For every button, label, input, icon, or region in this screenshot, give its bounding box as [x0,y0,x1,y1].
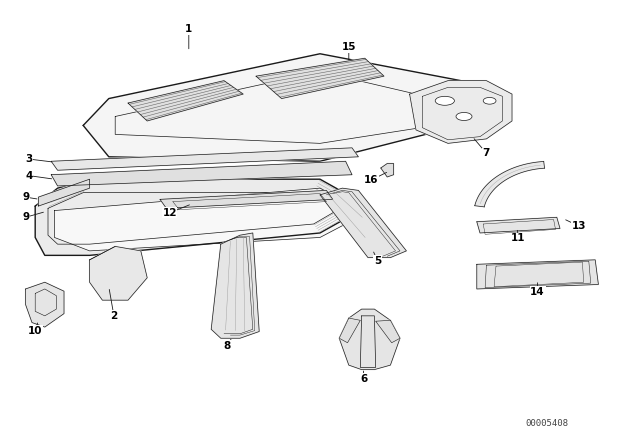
Text: 10: 10 [28,326,42,336]
Polygon shape [410,81,512,143]
Polygon shape [51,161,352,186]
Text: 15: 15 [342,42,356,52]
Text: 12: 12 [163,208,177,218]
Polygon shape [90,246,147,300]
Polygon shape [160,190,333,208]
Text: 16: 16 [364,175,378,185]
Polygon shape [381,164,394,177]
Polygon shape [54,188,346,251]
Text: 9: 9 [22,192,29,202]
Polygon shape [477,217,560,233]
Polygon shape [339,309,400,370]
Text: 4: 4 [25,171,33,181]
Ellipse shape [483,97,496,104]
Ellipse shape [456,112,472,121]
Text: 8: 8 [223,341,231,351]
Text: 14: 14 [531,287,545,297]
Polygon shape [339,318,360,343]
Polygon shape [211,233,259,338]
Text: 9: 9 [22,212,29,222]
Polygon shape [320,188,406,258]
Polygon shape [51,148,358,170]
Polygon shape [475,161,545,207]
Polygon shape [83,54,461,161]
Text: 7: 7 [483,148,490,158]
Polygon shape [477,260,598,289]
Polygon shape [128,81,243,121]
Text: 2: 2 [110,311,118,321]
Text: 1: 1 [185,24,193,34]
Text: 6: 6 [360,374,367,383]
Text: 13: 13 [572,221,586,231]
Polygon shape [256,58,384,99]
Ellipse shape [435,96,454,105]
Polygon shape [26,282,64,327]
Text: 11: 11 [511,233,525,243]
Polygon shape [35,179,352,255]
Text: 5: 5 [374,256,381,266]
Text: 00005408: 00005408 [525,419,569,428]
Text: 3: 3 [25,154,33,164]
Polygon shape [376,320,400,343]
Polygon shape [38,179,90,206]
